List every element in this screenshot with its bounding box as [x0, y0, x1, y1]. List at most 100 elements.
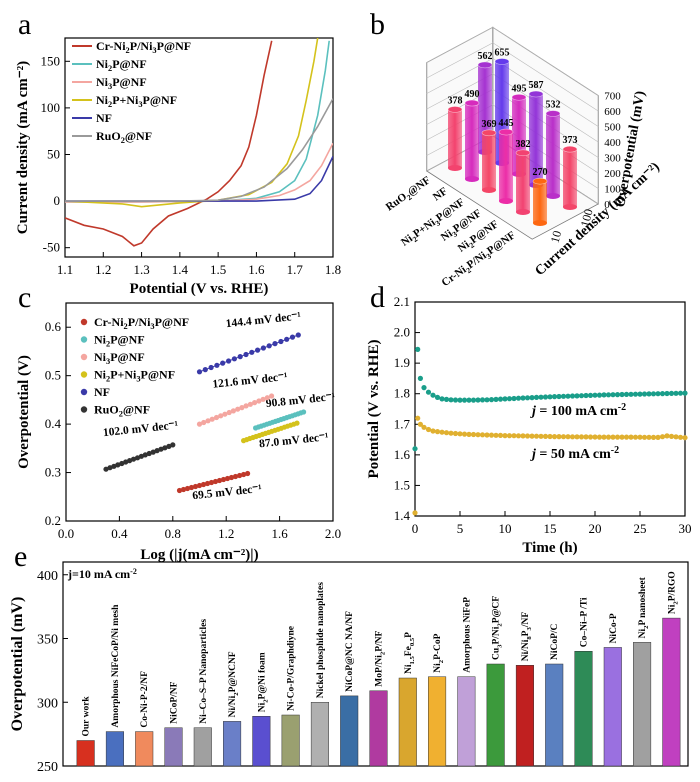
y-tick-label: 0.6: [45, 319, 62, 334]
tafel-point-4: [295, 332, 301, 338]
stability-point-1: [493, 432, 499, 438]
stability-point-1: [448, 430, 454, 436]
comparison-bar-4: [193, 727, 212, 767]
stability-point-0: [415, 346, 421, 352]
stability-point-0: [601, 392, 607, 398]
y-tick-label: 1.6: [394, 447, 411, 462]
stability-point-0: [493, 396, 499, 402]
stability-point-0: [417, 375, 423, 381]
legend-marker-3: [80, 371, 88, 378]
y-tick-label: 1.9: [394, 355, 410, 370]
stability-point-1: [614, 434, 621, 440]
z-tick-label: 400: [604, 137, 621, 149]
y-axis-label: Potential (V vs. RHE): [366, 340, 382, 479]
legend-marker-5: [80, 406, 88, 413]
legend-marker-0: [80, 318, 88, 326]
legend-label-1: Ni2P@NF: [96, 57, 147, 73]
bar-category-label-20: Ni2P/RGO: [667, 571, 679, 614]
y-axis-label: Overpotential (V): [16, 355, 32, 469]
bar-category-label-0: Our work: [82, 696, 92, 737]
stability-point-0: [605, 392, 612, 398]
comparison-bar-6: [252, 716, 271, 767]
stability-point-0: [484, 397, 490, 403]
y-tick-label: 100: [41, 100, 61, 115]
bar-base: [546, 193, 560, 199]
stability-point-1: [452, 430, 459, 437]
comparison-bar-5: [223, 721, 242, 767]
y-tick-label: 2.1: [394, 294, 410, 309]
stability-point-1: [583, 434, 589, 440]
plot-frame: [65, 302, 334, 522]
panel-a-lsv-chart: 1.1 1.2 1.3 1.4 1.5 1.6 1.7 1.8 -50 0 50 100 150 Pote…: [15, 37, 341, 297]
stability-point-1: [673, 434, 679, 440]
stability-point-0: [524, 395, 531, 401]
bar-value-label: 378: [448, 95, 463, 106]
comparison-bar-7: [281, 714, 300, 767]
stability-point-1: [475, 432, 481, 438]
stability-point-0: [448, 397, 454, 403]
bar-top: [464, 99, 480, 107]
stability-point-1: [466, 431, 472, 437]
comparison-bar-8: [310, 702, 329, 767]
bar-base: [465, 176, 479, 182]
tafel-point-4: [196, 369, 203, 375]
comparison-bar-17: [574, 651, 593, 767]
stability-point-1: [560, 434, 567, 440]
stability-point-1: [506, 433, 513, 439]
stability-point-0: [547, 394, 553, 400]
stability-point-1: [574, 434, 580, 440]
stability-point-0: [614, 392, 621, 398]
stability-point-1: [668, 433, 675, 439]
stability-point-0: [439, 396, 445, 402]
stability-point-0: [664, 390, 670, 397]
stability-point-1: [646, 434, 652, 440]
y-tick-label: 50: [47, 146, 60, 161]
bar-top: [494, 58, 510, 65]
y-tick-label: 0.3: [45, 465, 61, 480]
y-tick-label: 10: [548, 229, 565, 244]
bar-top: [528, 90, 544, 98]
bar-category-label-6: Ni2P@Ni foam: [257, 652, 269, 712]
legend-marker-4: [80, 388, 88, 396]
x-tick-label: 2.0: [325, 526, 341, 541]
x-tick-label: 0.8: [165, 526, 181, 541]
bar-category-label-10: MoP/Ni2P/NF: [375, 630, 387, 686]
y-tick-label: 150: [41, 53, 61, 68]
stability-point-0: [457, 397, 463, 403]
y-tick-label: 350: [37, 633, 58, 648]
x-tick-label: 25: [634, 521, 647, 536]
bar-value-label: 495: [512, 83, 527, 94]
bar-category-label-7: Ni-Co-P/Graphdiyne: [287, 626, 297, 711]
comparison-bar-19: [633, 642, 652, 767]
y-tick-label: 2.0: [394, 325, 410, 340]
y-tick-label: 1.5: [394, 477, 410, 492]
bar-top: [481, 129, 497, 137]
stability-point-1: [511, 433, 517, 439]
bar-top: [477, 61, 493, 69]
fit-line-4: [199, 334, 299, 373]
bar-category-label-1: Amorphous NiFeCoP/Ni mesh: [111, 604, 121, 728]
comparison-bar-0: [76, 740, 95, 767]
bar-top: [545, 110, 561, 117]
stability-point-1: [659, 434, 666, 440]
stability-point-1: [484, 432, 490, 438]
stability-point-1: [502, 433, 508, 439]
tafel-slope-label-4: 144.4 mV dec⁻¹: [225, 310, 301, 330]
stability-point-1: [619, 434, 625, 440]
condition-note: j=10 mA cm-2: [67, 567, 137, 581]
stability-point-1: [542, 433, 549, 439]
bar-value-label: 445: [499, 118, 514, 129]
stability-point-0: [497, 396, 504, 402]
stability-point-0: [623, 391, 630, 397]
x-tick-label: 1.4: [172, 262, 189, 277]
x-tick-label: 0.0: [58, 526, 74, 541]
stability-point-0: [574, 393, 580, 399]
fit-line-5: [105, 444, 173, 470]
bar-top: [532, 177, 548, 185]
bar-value-label: 382: [516, 139, 531, 150]
tafel-point-0: [245, 470, 251, 477]
stability-point-1: [664, 433, 670, 439]
bar-base: [482, 187, 496, 193]
bar-value-label: 655: [495, 47, 510, 58]
z-tick-label: 500: [604, 122, 621, 134]
